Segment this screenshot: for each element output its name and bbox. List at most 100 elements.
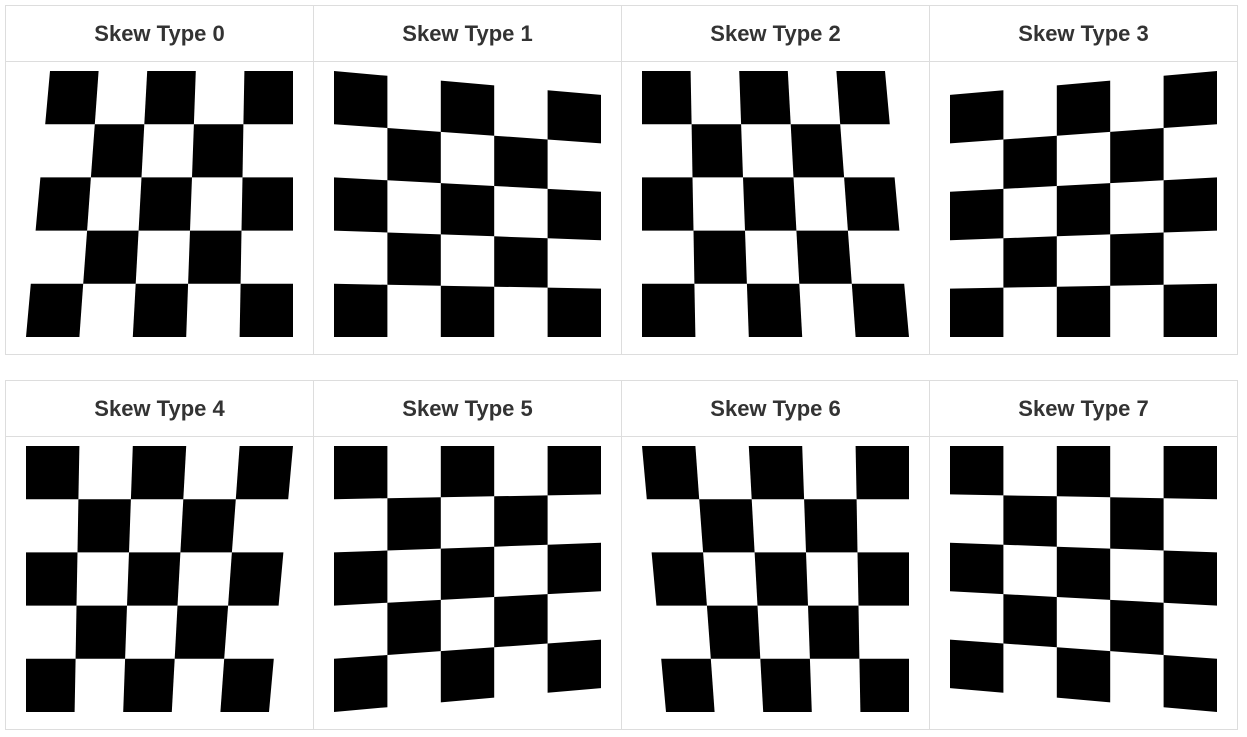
checkerboard-square bbox=[754, 552, 808, 606]
checkerboard-square bbox=[547, 446, 601, 496]
checkerboard-square bbox=[699, 499, 755, 553]
checkerboard-square bbox=[661, 658, 715, 712]
checkerboard-square bbox=[123, 658, 175, 712]
checkerboard-square bbox=[790, 124, 845, 178]
checkerboard-square bbox=[642, 446, 700, 500]
checkerboard-square bbox=[1056, 183, 1111, 237]
checkerboard-square bbox=[239, 283, 293, 337]
checkerboard-square bbox=[857, 552, 909, 606]
checkerboard-square bbox=[1056, 285, 1111, 337]
checkerboard-square bbox=[804, 499, 858, 553]
checkerboard-square bbox=[651, 552, 707, 606]
checkerboard-square bbox=[220, 658, 274, 712]
checkerboard-square bbox=[440, 647, 495, 703]
checkerboard-square bbox=[334, 655, 388, 712]
checkerboard-square bbox=[75, 605, 127, 659]
checkerboard-square bbox=[950, 542, 1004, 595]
checkerboard-square bbox=[1163, 283, 1217, 337]
checkerboard-square bbox=[130, 446, 187, 500]
checkerboard-square bbox=[1163, 71, 1217, 128]
checkerboard-square bbox=[1163, 177, 1217, 233]
skew-cell: Skew Type 2 bbox=[622, 6, 930, 354]
skew-type-label: Skew Type 2 bbox=[622, 6, 929, 62]
checkerboard-square bbox=[144, 71, 196, 125]
checkerboard-square bbox=[1110, 128, 1164, 184]
checkerboard-square bbox=[706, 605, 761, 659]
checkerboard-square bbox=[950, 639, 1004, 693]
checkerboard-square bbox=[1110, 232, 1164, 286]
checkerboard-square bbox=[241, 177, 293, 231]
checkerboard-square bbox=[1110, 497, 1164, 551]
checkerboard-square bbox=[387, 497, 441, 551]
skew-cell: Skew Type 1 bbox=[314, 6, 622, 354]
checkerboard-square bbox=[547, 639, 601, 693]
checkerboard-square bbox=[188, 230, 242, 284]
checkerboard-square bbox=[547, 90, 601, 144]
checkerboard-square bbox=[1056, 647, 1111, 703]
skew-type-label: Skew Type 1 bbox=[314, 6, 621, 62]
checkerboard-square bbox=[1003, 495, 1057, 547]
checkerboard-square bbox=[1163, 655, 1217, 712]
checkerboard-image bbox=[642, 71, 909, 337]
checkerboard-square bbox=[440, 546, 495, 600]
checkerboard-square bbox=[387, 232, 441, 286]
checkerboard-square bbox=[494, 495, 548, 547]
skew-type-label: Skew Type 7 bbox=[930, 381, 1237, 437]
checkerboard-square bbox=[132, 283, 189, 337]
checkerboard-square bbox=[235, 446, 293, 500]
skew-cell: Skew Type 3 bbox=[930, 6, 1237, 354]
skew-cell: Skew Type 0 bbox=[6, 6, 314, 354]
checkerboard-square bbox=[334, 446, 388, 500]
checkerboard-square bbox=[334, 71, 388, 128]
checkerboard-square bbox=[1056, 446, 1111, 498]
checkerboard-square bbox=[334, 550, 388, 606]
checkerboard-image bbox=[950, 71, 1217, 337]
checkerboard-square bbox=[1003, 594, 1057, 648]
skew-type-label: Skew Type 5 bbox=[314, 381, 621, 437]
checkerboard-image bbox=[950, 446, 1217, 712]
checkerboard-square bbox=[440, 446, 495, 498]
checkerboard-square bbox=[228, 552, 284, 606]
checkerboard-square bbox=[855, 446, 909, 500]
checkerboard-square bbox=[691, 124, 743, 178]
checkerboard-square bbox=[1056, 80, 1111, 136]
checkerboard-square bbox=[387, 599, 441, 655]
checkerboard-square bbox=[180, 499, 236, 553]
skew-cell: Skew Type 7 bbox=[930, 381, 1237, 729]
skew-type-label: Skew Type 4 bbox=[6, 381, 313, 437]
checkerboard-square bbox=[1163, 446, 1217, 500]
checkerboard-square bbox=[334, 283, 388, 337]
checkerboard-square bbox=[334, 177, 388, 233]
checkerboard-square bbox=[642, 283, 696, 337]
checkerboard-square bbox=[547, 188, 601, 241]
checkerboard-square bbox=[174, 605, 229, 659]
checkerboard-square bbox=[859, 658, 909, 712]
checkerboard-square bbox=[836, 71, 890, 125]
checkerboard-square bbox=[45, 71, 99, 125]
checkerboard-square bbox=[440, 285, 495, 337]
checkerboard-image bbox=[334, 71, 601, 337]
checkerboard-square bbox=[796, 230, 852, 284]
checkerboard-square bbox=[26, 552, 78, 606]
skew-type-label: Skew Type 0 bbox=[6, 6, 313, 62]
checkerboard-square bbox=[83, 230, 139, 284]
checkerboard-square bbox=[950, 90, 1004, 144]
checkerboard-square bbox=[642, 177, 694, 231]
checkerboard-square bbox=[90, 124, 145, 178]
checkerboard-square bbox=[138, 177, 192, 231]
checkerboard-square bbox=[851, 283, 909, 337]
checkerboard-square bbox=[387, 128, 441, 184]
checkerboard-square bbox=[950, 446, 1004, 496]
checkerboard-square bbox=[950, 287, 1004, 337]
checkerboard-square bbox=[494, 135, 548, 189]
checkerboard-square bbox=[494, 236, 548, 288]
checkerboard-square bbox=[808, 605, 860, 659]
checkerboard-square bbox=[760, 658, 812, 712]
checkerboard-square bbox=[547, 542, 601, 595]
skew-cell: Skew Type 4 bbox=[6, 381, 314, 729]
checkerboard-square bbox=[1003, 135, 1057, 189]
checkerboard-image bbox=[26, 71, 293, 337]
checkerboard-square bbox=[1110, 599, 1164, 655]
checkerboard-square bbox=[642, 71, 692, 125]
checkerboard-image bbox=[642, 446, 909, 712]
